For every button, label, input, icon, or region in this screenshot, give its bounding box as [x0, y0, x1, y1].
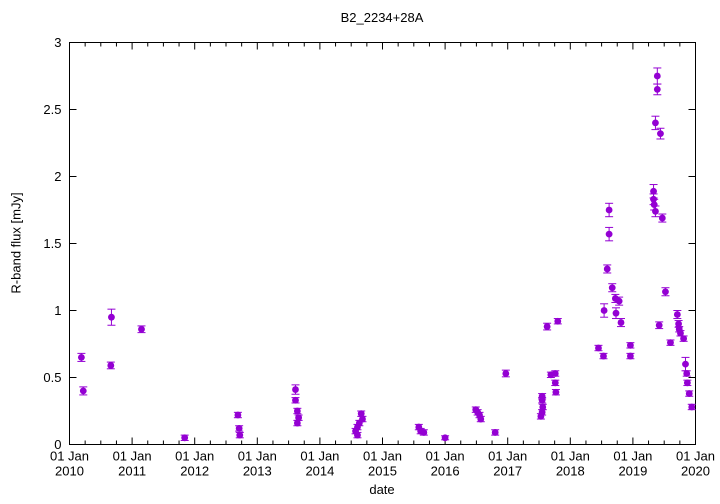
data-point — [293, 407, 302, 415]
x-tick-label-year: 2015 — [368, 464, 397, 479]
data-point — [655, 321, 664, 330]
x-tick-label-month: 01 Jan — [613, 449, 652, 464]
y-tick-label: 2 — [54, 169, 61, 184]
data-point — [666, 339, 675, 347]
x-tick-label-month: 01 Jan — [238, 449, 277, 464]
data-point — [441, 434, 450, 442]
x-tick-label-month: 01 Jan — [488, 449, 527, 464]
x-axis-title: date — [369, 482, 395, 497]
data-point — [501, 369, 510, 378]
x-tick-label-month: 01 Jan — [300, 449, 339, 464]
x-tick-label-year: 2016 — [431, 464, 460, 479]
data-point — [600, 303, 609, 318]
y-tick-label: 2.5 — [43, 102, 61, 117]
data-point — [235, 431, 244, 439]
x-tick-label-month: 01 Jan — [113, 449, 152, 464]
data-point — [551, 370, 560, 377]
x-tick-label-year: 2020 — [681, 464, 710, 479]
x-axis-ticks — [69, 42, 696, 445]
x-tick-label-month: 01 Jan — [50, 449, 89, 464]
data-point — [291, 384, 300, 395]
data-point — [538, 392, 547, 400]
data-point — [551, 388, 560, 396]
data-point — [538, 403, 547, 411]
data-point — [676, 329, 685, 337]
data-point — [106, 361, 115, 370]
data-point — [137, 325, 146, 334]
data-point — [658, 213, 667, 223]
data-point — [605, 202, 614, 218]
data-point — [626, 341, 635, 349]
data-point — [682, 370, 691, 377]
data-point — [651, 115, 660, 131]
data-point — [79, 386, 88, 396]
x-tick-label-year: 2014 — [305, 464, 334, 479]
x-tick-label-month: 01 Jan — [551, 449, 590, 464]
data-point — [599, 352, 608, 360]
x-tick-label-year: 2011 — [118, 464, 146, 479]
data-point — [476, 415, 485, 423]
y-tick-labels: 0 0.5 1 1.5 2 2.5 3 — [43, 35, 61, 452]
x-tick-label-year: 2010 — [55, 464, 84, 479]
x-tick-label-year: 2012 — [180, 464, 209, 479]
y-tick-label: 0 — [54, 437, 61, 452]
data-point — [419, 429, 428, 436]
data-point — [615, 296, 624, 306]
x-tick-label-month: 01 Jan — [676, 449, 715, 464]
data-point — [679, 335, 688, 343]
data-point — [551, 379, 560, 387]
data-point — [603, 264, 612, 274]
data-point — [605, 226, 614, 242]
data-point — [291, 396, 300, 404]
data-point — [608, 283, 617, 293]
data-point — [617, 318, 626, 328]
data-point — [653, 83, 662, 96]
data-point — [594, 344, 603, 352]
x-tick-label-year: 2017 — [493, 464, 522, 479]
data-point — [626, 352, 635, 360]
data-point — [543, 322, 552, 331]
data-point — [651, 205, 660, 218]
x-tick-label-year: 2019 — [618, 464, 647, 479]
data-point — [353, 431, 362, 439]
data-point — [687, 403, 696, 411]
data-point — [358, 415, 367, 423]
data-point — [293, 419, 302, 427]
data-point — [491, 429, 500, 436]
data-point — [107, 308, 116, 326]
chart-title: B2_2234+28A — [340, 10, 424, 25]
data-point — [673, 310, 682, 320]
data-point — [685, 390, 694, 397]
data-point — [683, 379, 692, 387]
plot-frame — [69, 42, 696, 445]
data-point — [661, 287, 670, 297]
y-axis-ticks — [69, 42, 696, 445]
data-point — [653, 67, 662, 85]
x-tick-label-month: 01 Jan — [426, 449, 465, 464]
x-tick-label-year: 2018 — [556, 464, 585, 479]
y-tick-label: 1 — [54, 303, 61, 318]
data-point — [180, 434, 189, 442]
x-tick-label-month: 01 Jan — [175, 449, 214, 464]
y-tick-label: 3 — [54, 35, 61, 50]
data-point — [656, 127, 665, 140]
x-tick-label-year: 2013 — [243, 464, 272, 479]
data-series — [77, 67, 696, 442]
data-point — [681, 356, 690, 372]
data-point — [235, 425, 244, 432]
y-tick-label: 1.5 — [43, 236, 61, 251]
data-point — [553, 317, 562, 325]
data-point — [611, 307, 620, 320]
data-point — [77, 352, 86, 362]
y-tick-label: 0.5 — [43, 370, 61, 385]
x-tick-label-month: 01 Jan — [363, 449, 402, 464]
data-point — [233, 411, 242, 419]
